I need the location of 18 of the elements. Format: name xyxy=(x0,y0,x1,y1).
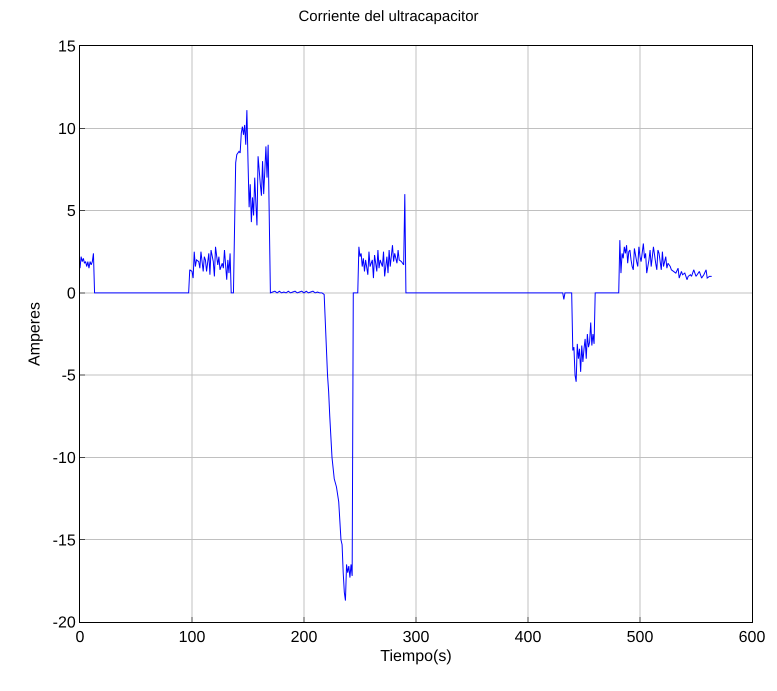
x-tick-label: 200 xyxy=(290,629,318,646)
x-tick-label: 300 xyxy=(402,629,430,646)
x-tick-label: 400 xyxy=(514,629,542,646)
y-tick-label: -5 xyxy=(62,368,76,385)
y-tick-label: -10 xyxy=(52,450,76,468)
y-tick-label: 5 xyxy=(66,203,76,220)
line-series xyxy=(80,110,712,602)
y-tick-label: 15 xyxy=(58,38,76,56)
x-tick-label: 100 xyxy=(178,629,206,646)
x-tick-label: 600 xyxy=(738,629,766,646)
y-tick-label: 10 xyxy=(58,120,76,138)
chart-title: Corriente del ultracapacitor xyxy=(298,8,479,25)
y-axis-title: Amperes xyxy=(26,302,44,366)
x-axis-title: Tiempo(s) xyxy=(380,648,452,665)
y-tick-label: 0 xyxy=(66,285,76,302)
x-tick-label: 500 xyxy=(626,629,654,646)
y-tick-label: -15 xyxy=(52,532,76,550)
y-tick-label: -20 xyxy=(52,614,76,632)
